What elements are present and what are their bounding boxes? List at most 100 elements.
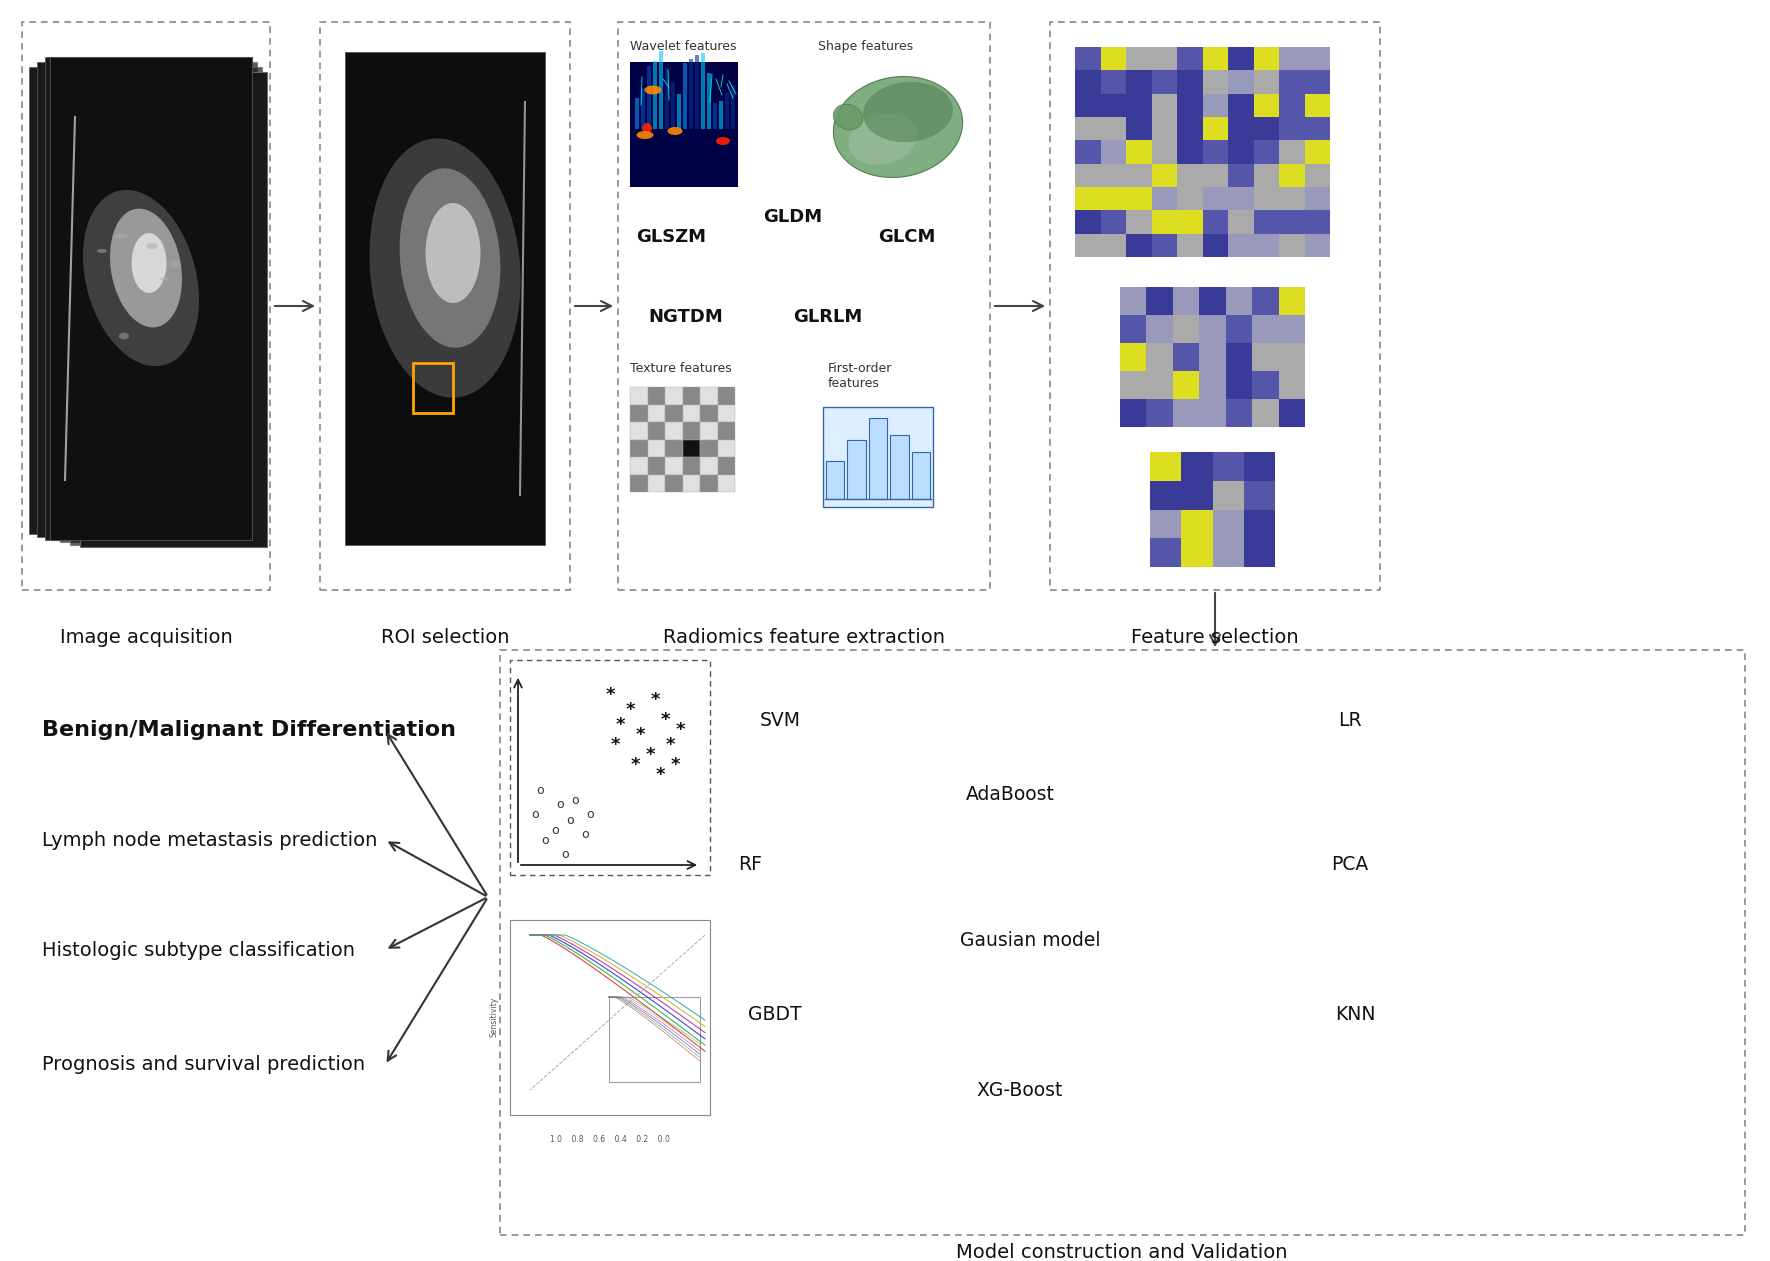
Text: *: * bbox=[605, 686, 614, 704]
Polygon shape bbox=[1202, 140, 1228, 164]
Polygon shape bbox=[699, 422, 717, 440]
Text: SVM: SVM bbox=[759, 710, 800, 730]
Polygon shape bbox=[1126, 117, 1152, 140]
Polygon shape bbox=[60, 62, 257, 542]
Polygon shape bbox=[1120, 315, 1147, 343]
Text: Sensitivity: Sensitivity bbox=[490, 997, 499, 1037]
Polygon shape bbox=[1280, 164, 1304, 187]
Polygon shape bbox=[1225, 343, 1251, 371]
Polygon shape bbox=[1101, 187, 1126, 211]
Text: o: o bbox=[581, 828, 589, 841]
Polygon shape bbox=[648, 387, 666, 405]
Ellipse shape bbox=[113, 233, 127, 238]
Polygon shape bbox=[1074, 93, 1101, 117]
Polygon shape bbox=[666, 422, 683, 440]
Polygon shape bbox=[648, 456, 666, 474]
Polygon shape bbox=[1147, 315, 1174, 343]
Polygon shape bbox=[1212, 480, 1244, 509]
Polygon shape bbox=[1253, 211, 1280, 233]
Polygon shape bbox=[1174, 315, 1200, 343]
Text: o: o bbox=[586, 808, 593, 821]
Polygon shape bbox=[648, 422, 666, 440]
Polygon shape bbox=[719, 101, 722, 129]
Polygon shape bbox=[1126, 71, 1152, 93]
Text: *: * bbox=[646, 747, 655, 764]
Polygon shape bbox=[1228, 140, 1253, 164]
Polygon shape bbox=[701, 53, 704, 129]
Polygon shape bbox=[1304, 93, 1329, 117]
Polygon shape bbox=[658, 50, 664, 129]
Polygon shape bbox=[1202, 211, 1228, 233]
Polygon shape bbox=[1200, 315, 1225, 343]
Ellipse shape bbox=[370, 139, 520, 397]
Text: *: * bbox=[625, 701, 635, 719]
Ellipse shape bbox=[425, 203, 480, 303]
Polygon shape bbox=[713, 103, 717, 129]
Polygon shape bbox=[1152, 140, 1177, 164]
Polygon shape bbox=[1280, 93, 1304, 117]
Polygon shape bbox=[648, 66, 651, 129]
Polygon shape bbox=[1101, 47, 1126, 71]
Polygon shape bbox=[827, 460, 844, 499]
Polygon shape bbox=[699, 474, 717, 492]
Text: o: o bbox=[531, 808, 538, 821]
Text: o: o bbox=[542, 834, 549, 846]
Ellipse shape bbox=[643, 124, 651, 132]
Polygon shape bbox=[683, 440, 699, 456]
Text: o: o bbox=[536, 783, 543, 797]
Polygon shape bbox=[731, 84, 735, 129]
Polygon shape bbox=[1101, 233, 1126, 257]
Polygon shape bbox=[1177, 117, 1202, 140]
Text: Benign/Malignant Differentiation: Benign/Malignant Differentiation bbox=[42, 720, 457, 740]
Polygon shape bbox=[1228, 164, 1253, 187]
Polygon shape bbox=[1120, 343, 1147, 371]
Polygon shape bbox=[1126, 187, 1152, 211]
Polygon shape bbox=[717, 456, 735, 474]
Polygon shape bbox=[1152, 93, 1177, 117]
Polygon shape bbox=[1200, 398, 1225, 427]
Polygon shape bbox=[630, 405, 648, 422]
Text: GBDT: GBDT bbox=[749, 1005, 802, 1024]
Polygon shape bbox=[1251, 343, 1278, 371]
Polygon shape bbox=[1181, 538, 1212, 567]
Polygon shape bbox=[1253, 233, 1280, 257]
Polygon shape bbox=[1150, 451, 1181, 480]
Polygon shape bbox=[1304, 140, 1329, 164]
Polygon shape bbox=[1304, 211, 1329, 233]
Polygon shape bbox=[1251, 315, 1278, 343]
Polygon shape bbox=[1225, 315, 1251, 343]
Polygon shape bbox=[50, 57, 251, 540]
Polygon shape bbox=[1074, 164, 1101, 187]
Text: o: o bbox=[566, 813, 573, 826]
Text: *: * bbox=[671, 757, 680, 774]
Polygon shape bbox=[653, 61, 657, 129]
Polygon shape bbox=[1200, 371, 1225, 398]
Polygon shape bbox=[1174, 371, 1200, 398]
Polygon shape bbox=[1202, 71, 1228, 93]
Ellipse shape bbox=[834, 77, 963, 178]
Polygon shape bbox=[1177, 93, 1202, 117]
Text: LR: LR bbox=[1338, 710, 1361, 730]
Ellipse shape bbox=[667, 127, 683, 135]
Polygon shape bbox=[1177, 211, 1202, 233]
Polygon shape bbox=[1074, 71, 1101, 93]
Polygon shape bbox=[1147, 398, 1174, 427]
Polygon shape bbox=[671, 82, 674, 129]
Polygon shape bbox=[1200, 343, 1225, 371]
Polygon shape bbox=[1202, 93, 1228, 117]
Ellipse shape bbox=[145, 242, 158, 250]
Polygon shape bbox=[848, 440, 866, 499]
Polygon shape bbox=[1150, 538, 1181, 567]
Polygon shape bbox=[823, 407, 933, 507]
Polygon shape bbox=[1202, 187, 1228, 211]
Polygon shape bbox=[1304, 233, 1329, 257]
Polygon shape bbox=[1251, 288, 1278, 315]
Polygon shape bbox=[726, 92, 729, 129]
Polygon shape bbox=[1202, 233, 1228, 257]
Polygon shape bbox=[666, 68, 669, 129]
Text: *: * bbox=[630, 757, 639, 774]
Polygon shape bbox=[1101, 117, 1126, 140]
Polygon shape bbox=[1278, 371, 1304, 398]
Text: ROI selection: ROI selection bbox=[381, 628, 510, 647]
Text: Wavelet features: Wavelet features bbox=[630, 40, 736, 53]
